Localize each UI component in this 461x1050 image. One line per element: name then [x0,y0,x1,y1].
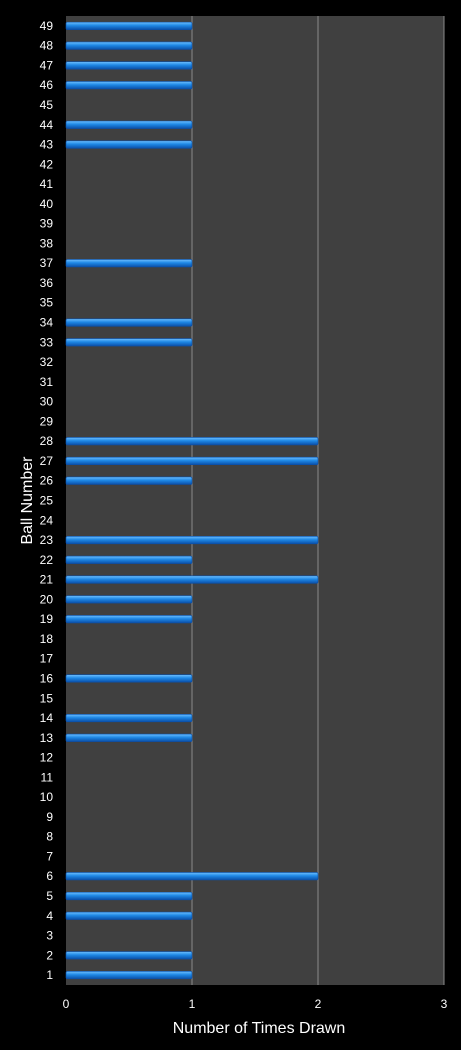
y-tick-label: 44 [40,118,54,132]
bar [65,318,193,327]
y-tick-label: 45 [40,98,54,112]
y-tick-label: 1 [46,968,53,982]
y-tick-label: 23 [40,533,54,547]
plot-area [66,16,444,985]
bar [65,437,319,446]
y-tick-label: 24 [40,513,54,527]
y-tick-label: 26 [40,474,54,488]
y-tick-label: 9 [46,810,53,824]
bar [65,872,319,881]
x-tick-label: 0 [63,997,70,1011]
bar [65,140,193,149]
y-tick-label: 32 [40,355,54,369]
y-tick-label: 16 [40,671,54,685]
y-tick-label: 40 [40,197,54,211]
bar [65,476,193,485]
y-tick-label: 37 [40,256,54,270]
bar [65,713,193,723]
bar [65,733,193,742]
y-tick-label: 12 [40,751,54,765]
y-tick-label: 48 [40,39,54,53]
y-tick-label: 2 [46,948,53,962]
y-tick-label: 49 [40,19,54,33]
y-tick-label: 10 [40,790,54,804]
bar [65,21,193,30]
bar [65,911,193,920]
y-tick-label: 33 [40,335,54,349]
y-tick-label: 6 [46,869,53,883]
y-tick-label: 39 [40,217,54,231]
bar [65,41,193,50]
bar [65,338,193,347]
y-tick-label: 47 [40,58,54,72]
y-tick-label: 35 [40,296,54,310]
x-tick-labels: 0 1 2 3 [63,997,448,1011]
y-tick-label: 19 [40,612,54,626]
x-tick-label: 2 [315,997,322,1011]
y-tick-label: 42 [40,157,54,171]
bar [65,615,193,624]
y-tick-label: 7 [46,849,53,863]
bar [65,891,193,901]
y-tick-label: 43 [40,138,54,152]
x-tick-label: 3 [441,997,448,1011]
y-tick-label: 27 [40,454,54,468]
bar [65,81,193,90]
y-tick-label: 36 [40,276,54,290]
y-tick-label: 4 [46,909,53,923]
y-tick-label: 31 [40,375,54,389]
y-tick-label: 30 [40,395,54,409]
bar [65,971,193,980]
bar [65,951,193,960]
y-tick-label: 38 [40,236,54,250]
y-tick-label: 28 [40,434,54,448]
y-tick-label: 46 [40,78,54,92]
y-tick-label: 11 [41,770,54,784]
bar [65,456,319,466]
y-tick-label: 41 [40,177,54,191]
y-tick-labels: 1234567891011121314151617181920212223242… [40,19,54,982]
y-tick-label: 21 [40,573,54,587]
y-tick-label: 20 [40,592,54,606]
y-tick-label: 22 [40,553,54,567]
y-tick-label: 15 [40,691,54,705]
bar [65,61,193,70]
bar [65,595,193,604]
y-tick-label: 18 [40,632,54,646]
y-tick-label: 3 [46,929,53,943]
y-tick-label: 8 [46,830,53,844]
bar [65,259,193,268]
y-axis-title: Ball Number [19,456,36,545]
bar [65,535,319,545]
y-tick-label: 13 [40,731,54,745]
bar [65,674,193,683]
x-axis-title: Number of Times Drawn [173,1020,346,1037]
bar [65,555,193,564]
y-tick-label: 14 [40,711,54,725]
y-tick-label: 25 [40,494,54,508]
x-tick-label: 1 [189,997,196,1011]
bars [65,21,319,980]
bar [65,575,319,584]
y-tick-label: 34 [40,316,54,330]
y-tick-label: 17 [40,652,54,666]
gridlines [191,16,445,985]
y-tick-label: 5 [46,889,53,903]
y-tick-label: 29 [40,414,54,428]
bar [65,120,193,129]
